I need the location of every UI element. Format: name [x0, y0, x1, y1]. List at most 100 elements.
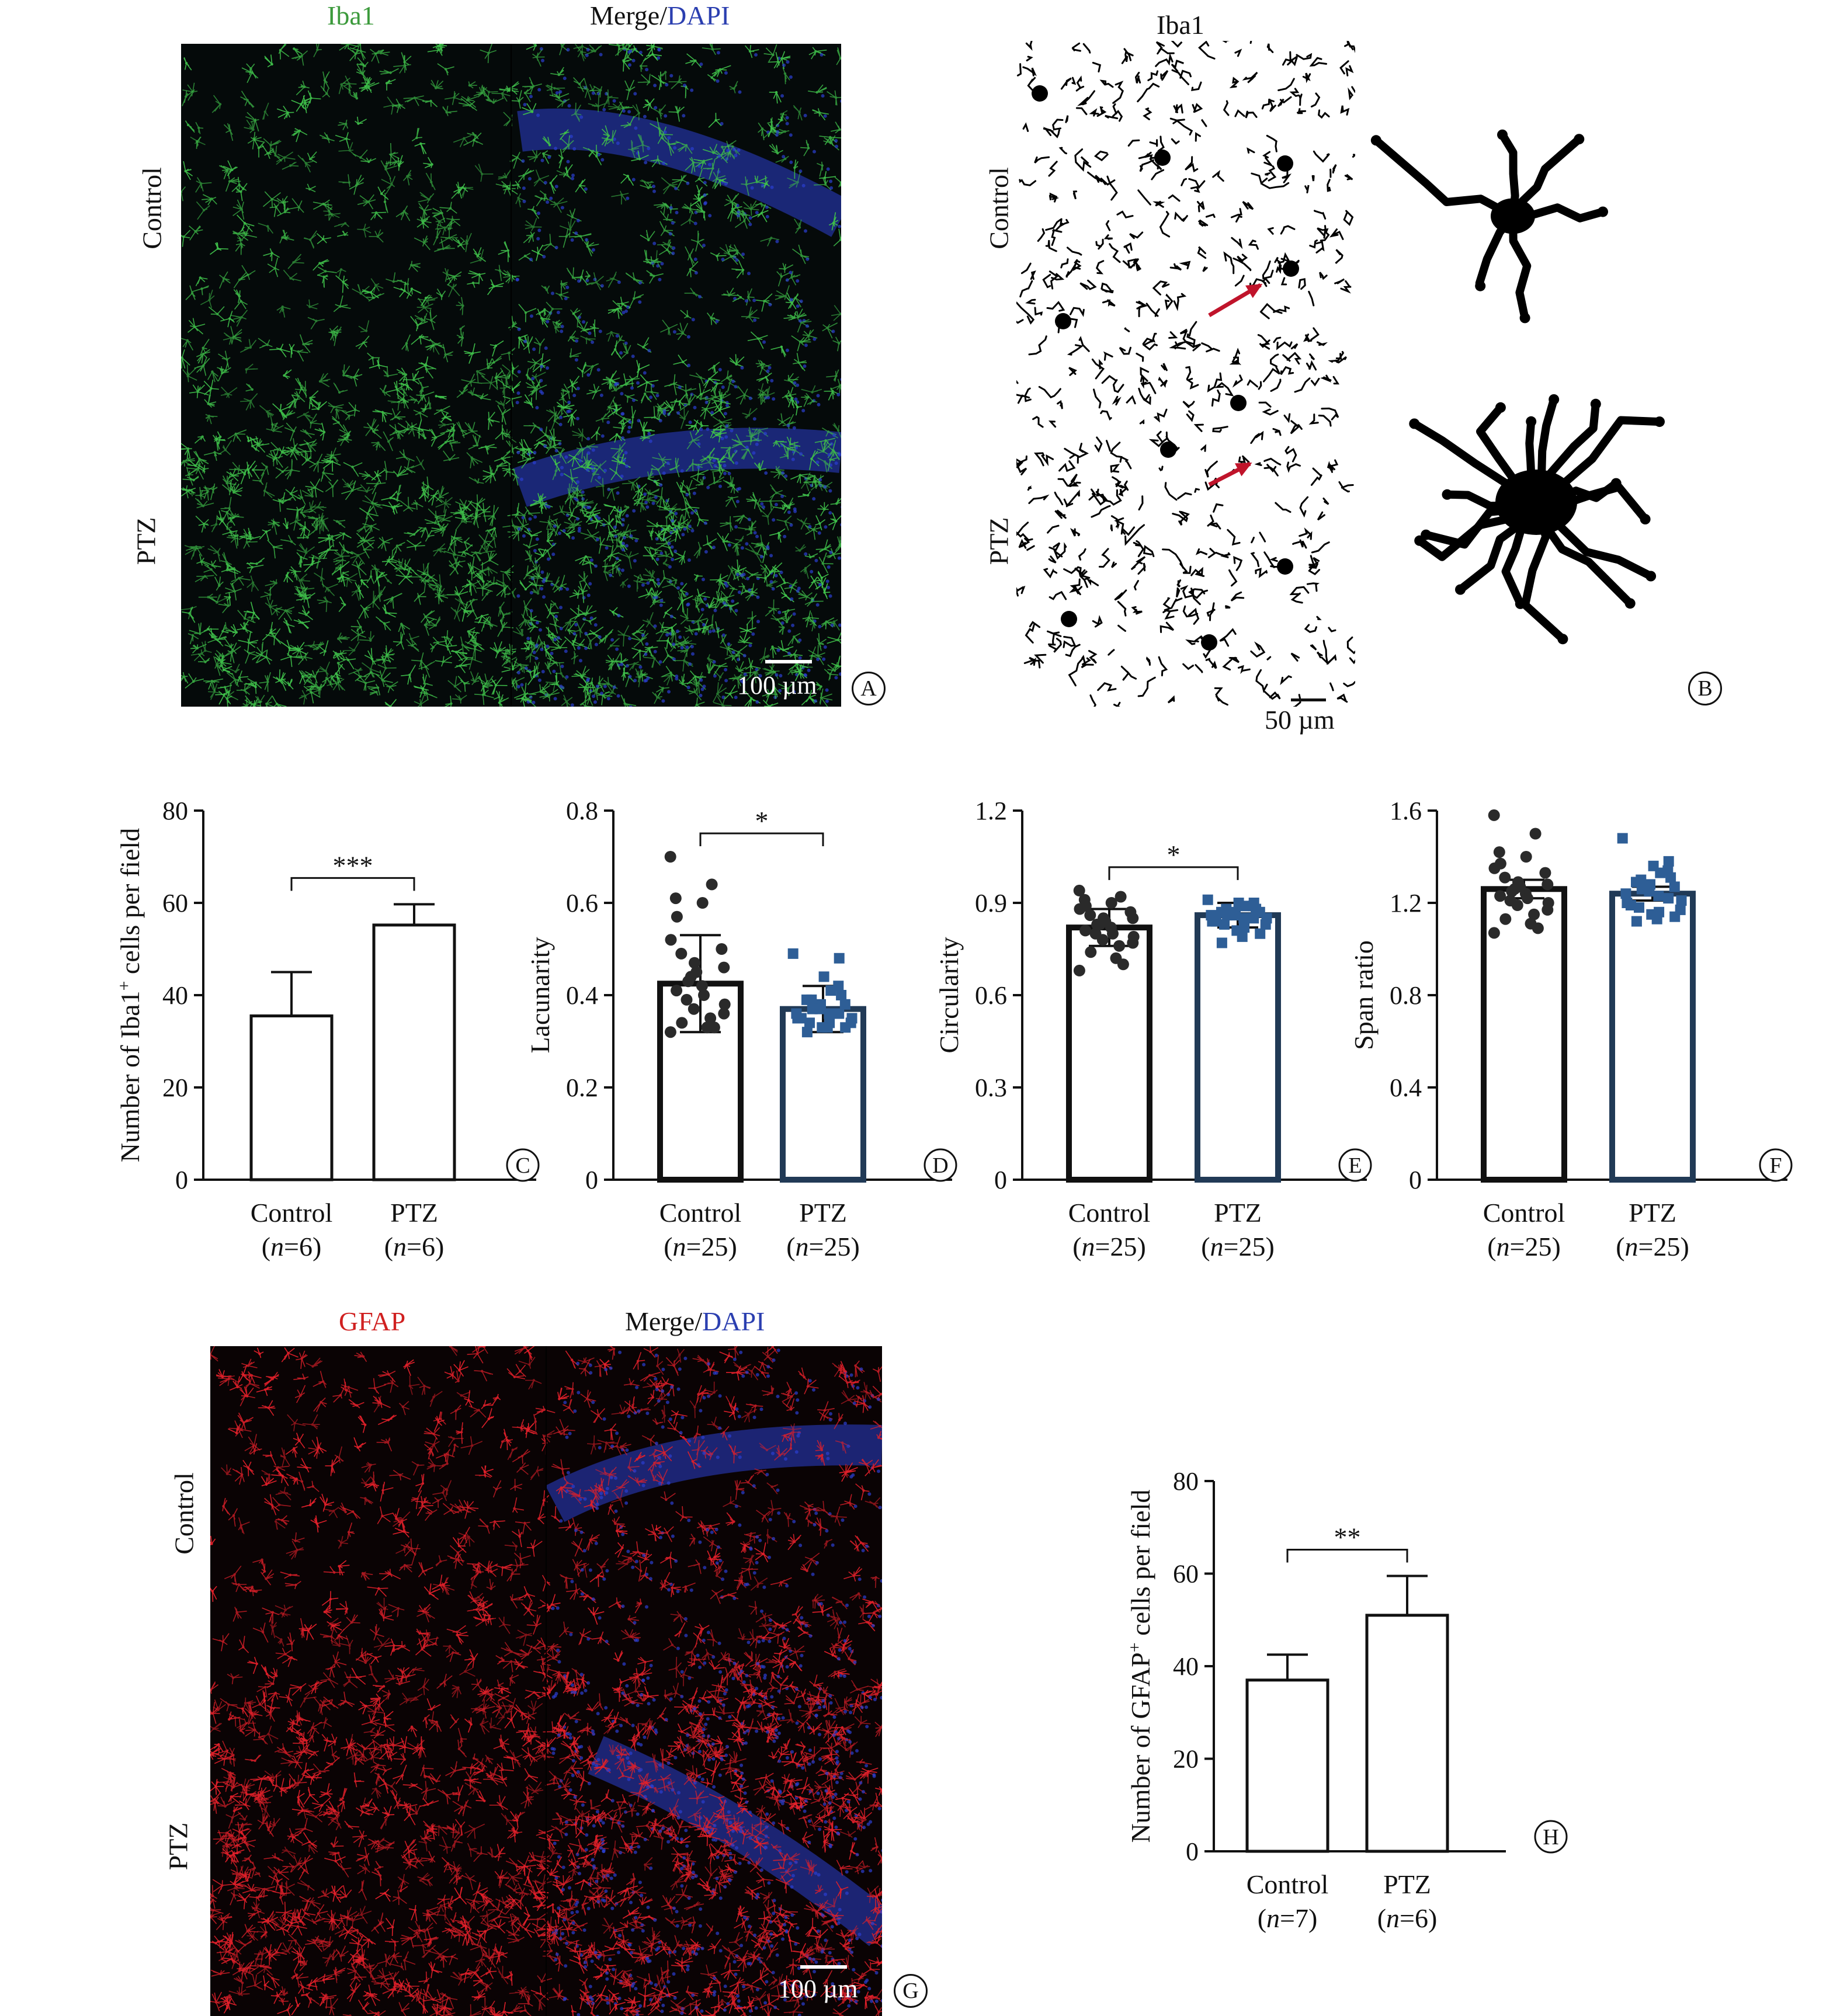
nucleus — [530, 314, 533, 318]
nucleus — [766, 1374, 770, 1378]
stained-cell — [474, 616, 494, 632]
stained-cell — [253, 137, 265, 158]
stained-cell — [393, 632, 404, 650]
nucleus — [520, 683, 524, 687]
nucleus — [549, 196, 553, 200]
stained-cell — [717, 1651, 735, 1663]
stained-cell — [772, 1654, 788, 1674]
nucleus — [605, 1569, 609, 1573]
stained-cell — [214, 431, 222, 444]
stained-cell — [796, 1688, 807, 1703]
binary-process — [1105, 114, 1119, 120]
nucleus — [792, 1520, 796, 1524]
stained-cell — [586, 272, 604, 290]
stained-cell — [398, 1564, 412, 1573]
stained-cell — [395, 484, 402, 502]
nucleus — [645, 642, 649, 646]
binary-process — [1238, 456, 1246, 463]
binary-process — [1280, 277, 1287, 286]
stained-cell — [863, 1389, 882, 1403]
nucleus — [700, 607, 704, 611]
significance-bracket — [1108, 866, 1239, 880]
binary-process — [1110, 464, 1120, 473]
binary-process — [1116, 210, 1134, 219]
nucleus — [772, 397, 776, 401]
stained-cell — [451, 1886, 467, 1905]
binary-cell-body — [1283, 260, 1299, 277]
stained-cell — [759, 493, 782, 510]
stained-cell — [418, 1835, 428, 1852]
nucleus — [576, 416, 579, 420]
stained-cell — [491, 1700, 502, 1718]
nucleus — [645, 1412, 650, 1415]
stained-cell — [872, 1385, 882, 1399]
nucleus — [666, 1481, 671, 1485]
nucleus — [796, 383, 800, 387]
binary-process — [1319, 272, 1328, 280]
stained-cell — [629, 1668, 646, 1684]
nucleus — [865, 1725, 869, 1729]
stained-cell — [550, 519, 561, 537]
nucleus — [544, 346, 548, 350]
stained-cell — [303, 669, 320, 684]
nucleus — [711, 1655, 716, 1659]
stained-cell — [260, 1924, 268, 1938]
nucleus — [764, 1834, 768, 1838]
stained-cell — [280, 639, 299, 656]
nucleus — [565, 587, 570, 591]
stained-cell — [343, 75, 357, 96]
stained-cell — [740, 1542, 753, 1553]
nucleus — [778, 689, 782, 693]
stained-cell — [336, 268, 346, 279]
nucleus — [678, 635, 682, 639]
stained-cell — [464, 1649, 478, 1669]
binary-process — [1072, 190, 1078, 200]
nucleus — [657, 56, 661, 60]
binary-process — [1228, 569, 1238, 587]
stained-cell — [255, 436, 270, 453]
stained-cell — [702, 1649, 714, 1661]
stained-cell — [374, 1841, 395, 1853]
stained-cell — [426, 1938, 438, 1948]
binary-process — [1304, 185, 1310, 194]
stained-cell — [238, 631, 259, 653]
nucleus — [647, 432, 651, 436]
stained-cell — [364, 492, 381, 506]
stained-cell — [643, 98, 655, 112]
stained-cell — [244, 695, 262, 707]
stained-cell — [671, 174, 689, 189]
stained-cell — [447, 586, 468, 604]
stained-cell — [509, 663, 529, 673]
stained-cell — [421, 1851, 436, 1863]
nucleus — [768, 1555, 771, 1559]
stained-cell — [357, 1864, 370, 1875]
stained-cell — [749, 496, 765, 513]
stained-cell — [286, 1924, 307, 1936]
stained-cell — [398, 2002, 410, 2016]
stained-cell — [464, 1782, 479, 1796]
nucleus — [734, 461, 738, 465]
stained-cell — [348, 47, 361, 61]
stained-cell — [564, 492, 577, 507]
stained-cell — [379, 1744, 392, 1760]
bar — [372, 923, 456, 1181]
y-axis-label: Circularity — [934, 937, 964, 1053]
nucleus — [586, 505, 590, 509]
nucleus — [572, 632, 577, 636]
stained-cell — [505, 1749, 523, 1768]
stained-cell — [397, 1801, 410, 1807]
binary-process — [1247, 379, 1258, 388]
stained-cell — [337, 632, 350, 644]
nucleus — [668, 232, 672, 236]
stained-cell — [495, 424, 511, 440]
data-point — [1260, 919, 1271, 930]
nucleus — [675, 675, 679, 678]
stained-cell — [575, 621, 585, 638]
nucleus — [654, 1441, 658, 1445]
stained-cell — [200, 290, 215, 308]
stained-cell — [412, 1736, 426, 1756]
stained-cell — [580, 529, 601, 542]
panel-g-row2-label: PTZ — [163, 1822, 193, 1871]
stained-cell — [684, 1642, 698, 1663]
nucleus — [553, 697, 557, 701]
